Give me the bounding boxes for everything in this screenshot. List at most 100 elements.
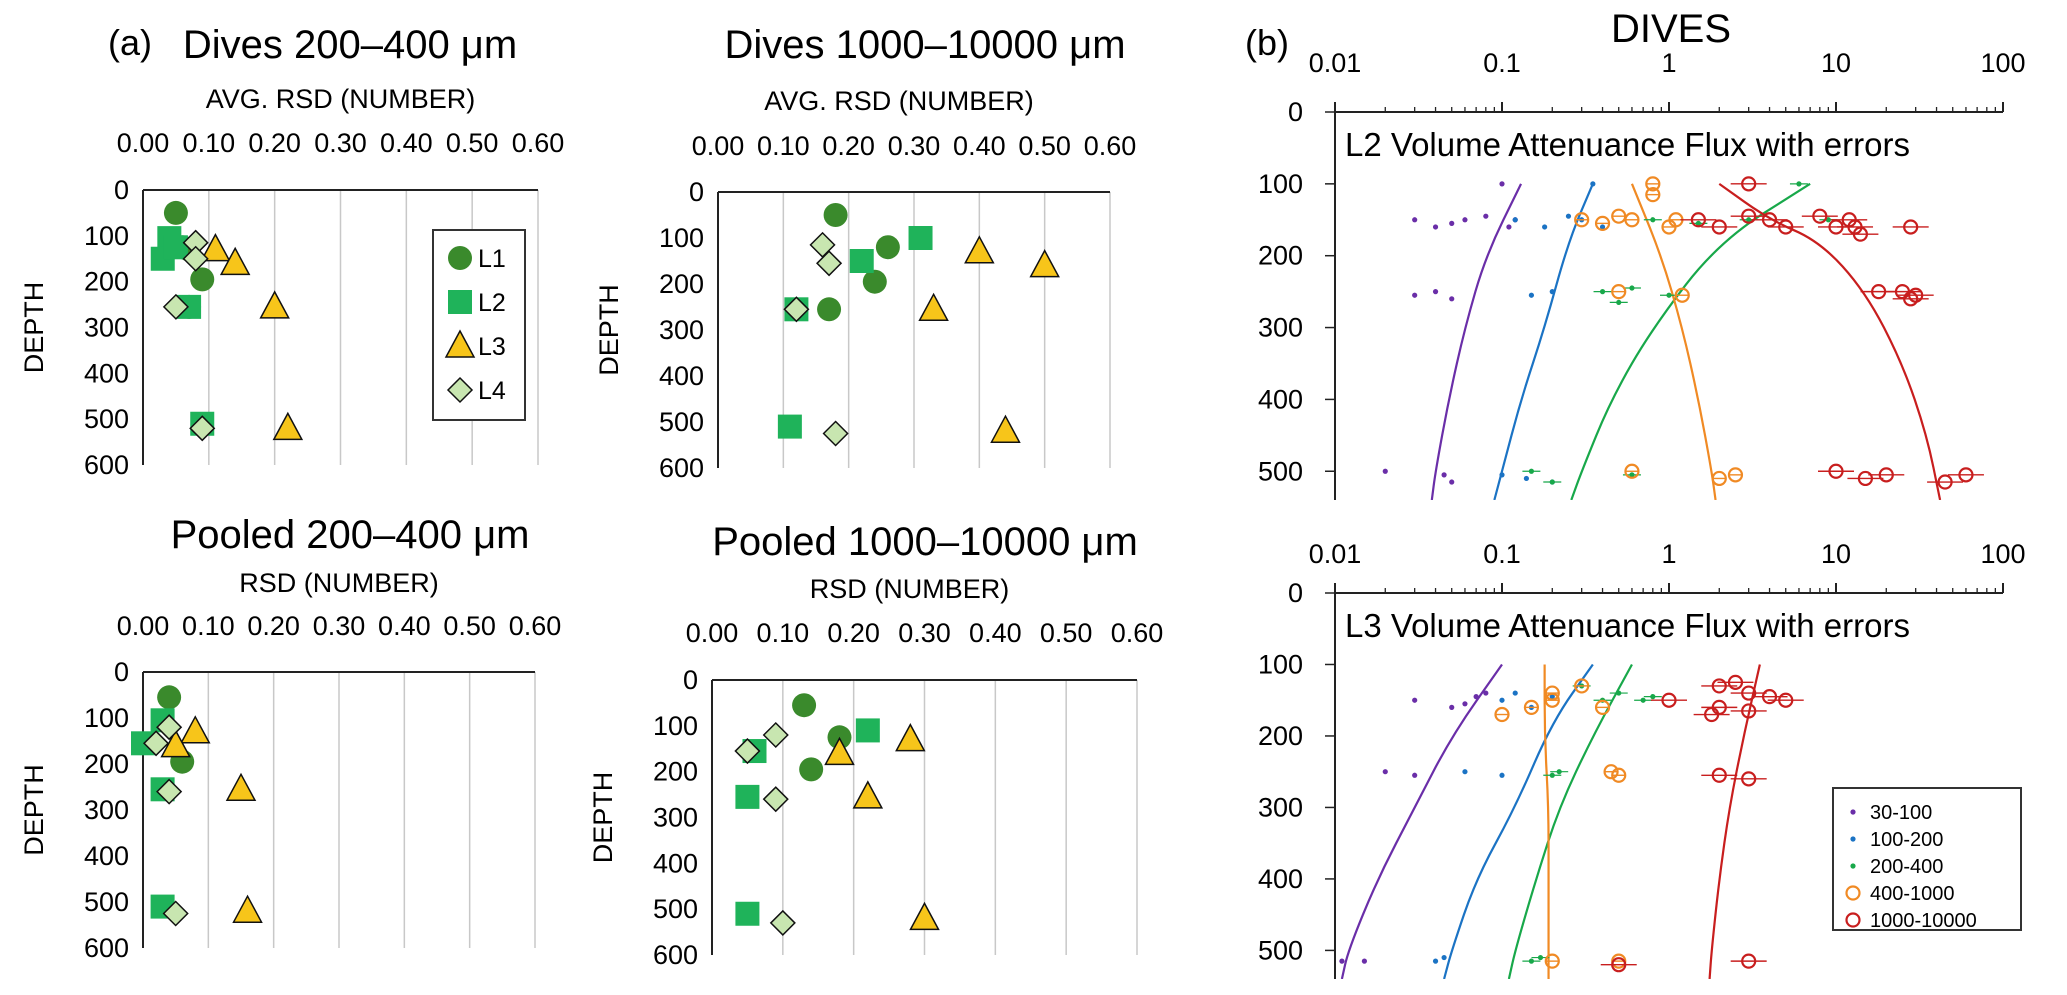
point-L2 xyxy=(163,235,188,260)
point-1000-10000 xyxy=(1937,474,1953,490)
y-tick-label: 300 xyxy=(1258,792,1303,822)
point-L2 xyxy=(908,226,933,250)
x-tick-label: 0.60 xyxy=(512,128,565,158)
point-200-400 xyxy=(1629,472,1635,478)
x-tick-label: 0.00 xyxy=(692,131,745,161)
y-tick-label: 600 xyxy=(659,453,704,483)
y-tick-label: 200 xyxy=(84,267,129,297)
point-1000-10000 xyxy=(1857,470,1874,487)
legend-a: L1 L2 L3 L4 xyxy=(432,229,526,421)
y-tick-label: 0 xyxy=(1288,97,1303,127)
x-tick-label: 0.00 xyxy=(117,611,170,641)
x-tick-label: 0.40 xyxy=(953,131,1006,161)
point-30-100 xyxy=(1462,701,1468,707)
point-100-200 xyxy=(1432,958,1439,964)
x-tick-label: 0.50 xyxy=(1018,131,1071,161)
point-1000-10000 xyxy=(1711,219,1727,235)
point-30-100 xyxy=(1412,697,1418,703)
x-tick-label: 0.10 xyxy=(182,611,235,641)
point-100-200 xyxy=(1549,694,1555,700)
ring-icon xyxy=(1845,912,1861,928)
point-1000-10000 xyxy=(1741,685,1757,701)
legend-b-frame xyxy=(1832,787,2022,931)
y-tick-label: 0 xyxy=(689,177,704,207)
point-L3 xyxy=(219,246,251,276)
point-L3 xyxy=(852,780,884,809)
point-100-200 xyxy=(1512,690,1518,696)
point-100-200 xyxy=(1528,292,1535,298)
y-tick-label: 0 xyxy=(683,665,698,695)
square-icon xyxy=(448,290,472,314)
point-L4 xyxy=(162,293,189,320)
fit-line-1000-10000 xyxy=(1708,664,1761,979)
point-200-400 xyxy=(1666,292,1672,298)
point-30-100 xyxy=(1412,292,1418,298)
x-axis-label: RSD (NUMBER) xyxy=(810,574,1010,604)
y-tick-label: 100 xyxy=(84,221,129,251)
legend-a-label: L4 xyxy=(478,377,506,405)
point-1000-10000 xyxy=(1778,219,1794,235)
x-tick-label: 0.50 xyxy=(446,128,499,158)
point-400-1000 xyxy=(1711,470,1727,487)
point-100-200 xyxy=(1499,472,1505,478)
y-axis-label: DEPTH xyxy=(588,772,618,864)
point-30-100 xyxy=(1483,690,1489,696)
point-400-1000 xyxy=(1494,706,1510,723)
y-tick-label: 600 xyxy=(653,940,698,970)
point-400-1000 xyxy=(1727,467,1744,483)
point-L1 xyxy=(875,235,900,260)
y-tick-label: 100 xyxy=(1258,169,1303,199)
dives-header: DIVES xyxy=(1611,7,1731,51)
y-tick-label: 400 xyxy=(1258,384,1303,414)
point-200-400 xyxy=(1549,772,1555,778)
x-tick-label: 100 xyxy=(1980,539,2025,569)
point-L3 xyxy=(272,411,304,441)
x-tick-label: 1 xyxy=(1661,48,1676,78)
point-1000-10000 xyxy=(1761,689,1778,705)
point-200-400 xyxy=(1796,181,1802,187)
point-L2 xyxy=(735,901,760,926)
y-tick-label: 400 xyxy=(659,361,704,391)
y-tick-label: 0 xyxy=(114,657,129,687)
fit-line-200-400 xyxy=(1507,663,1633,979)
point-1000-10000 xyxy=(1711,767,1727,783)
point-L1 xyxy=(157,685,182,710)
point-30-100 xyxy=(1483,213,1489,219)
y-tick-label: 600 xyxy=(84,450,129,480)
point-L1 xyxy=(862,269,887,294)
point-200-400 xyxy=(1650,694,1656,700)
x-tick-label: 0.50 xyxy=(1040,618,1093,648)
point-400-1000 xyxy=(1611,767,1627,783)
point-200-400 xyxy=(1629,285,1635,291)
x-tick-label: 0.20 xyxy=(248,128,301,158)
point-1000-10000 xyxy=(1958,467,1974,483)
point-L3 xyxy=(259,290,290,319)
legend-b-label: 1000-10000 xyxy=(1870,910,1977,932)
y-tick-label: 0 xyxy=(114,175,129,205)
point-30-100 xyxy=(1382,769,1388,775)
point-L1 xyxy=(823,203,848,227)
panel-dives-200-400: 0.00 0.10 0.20 0.30 0.40 0.50 0.60 0 100 200 300 40… xyxy=(19,23,564,480)
x-tick-label: 0.00 xyxy=(686,618,739,648)
point-400-1000 xyxy=(1594,699,1611,715)
point-400-1000 xyxy=(1611,208,1627,224)
point-L2 xyxy=(735,784,760,809)
point-400-1000 xyxy=(1645,176,1661,192)
point-L1 xyxy=(799,757,824,782)
point-200-400 xyxy=(1599,289,1606,295)
point-1000-10000 xyxy=(1741,176,1757,192)
panel-pooled-1000-10000: 0.00 0.10 0.20 0.30 0.40 0.50 0.60 0 100 200 300 40… xyxy=(588,520,1163,970)
legend-a-frame xyxy=(432,229,526,421)
point-L4 xyxy=(162,900,189,927)
y-tick-label: 400 xyxy=(84,358,129,388)
panel-pooled-200-400: 0.00 0.10 0.20 0.30 0.40 0.50 0.60 0 100 200 300 40… xyxy=(19,513,561,963)
y-tick-label: 500 xyxy=(653,894,698,924)
point-200-400 xyxy=(1537,954,1544,961)
fit-line-1000-10000 xyxy=(1718,182,1942,500)
x-tick-label: 0.01 xyxy=(1309,539,1362,569)
y-tick-label: 200 xyxy=(653,757,698,787)
dot-icon xyxy=(1850,836,1856,842)
y-tick-label: 300 xyxy=(84,313,129,343)
chart-title: Dives 1000–10000 μm xyxy=(724,23,1125,67)
